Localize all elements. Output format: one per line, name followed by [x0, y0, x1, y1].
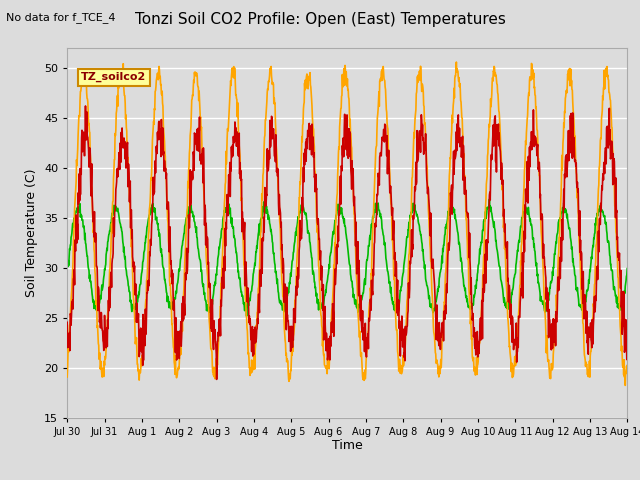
Y-axis label: Soil Temperature (C): Soil Temperature (C)	[26, 168, 38, 297]
Text: No data for f_TCE_4: No data for f_TCE_4	[6, 12, 116, 23]
Text: Tonzi Soil CO2 Profile: Open (East) Temperatures: Tonzi Soil CO2 Profile: Open (East) Temp…	[134, 12, 506, 27]
Text: TZ_soilco2: TZ_soilco2	[81, 72, 147, 82]
X-axis label: Time: Time	[332, 439, 363, 453]
